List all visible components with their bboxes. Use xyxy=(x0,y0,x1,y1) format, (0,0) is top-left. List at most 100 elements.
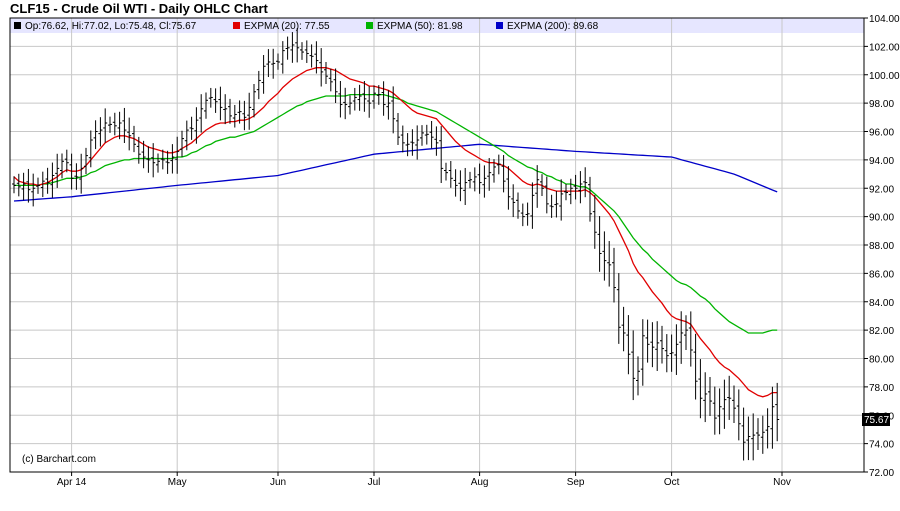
ohlc-bar xyxy=(583,167,588,198)
ohlc-bar xyxy=(381,81,386,116)
ohlc-bar xyxy=(357,84,362,111)
y-tick-label: 82.00 xyxy=(869,326,894,337)
ema50-series xyxy=(14,93,778,334)
ohlc-bar xyxy=(304,40,309,63)
y-tick-label: 90.00 xyxy=(869,213,894,224)
ohlc-bar xyxy=(69,153,74,190)
ohlc-bar xyxy=(568,178,573,205)
ohlc-bar xyxy=(607,241,612,287)
ohlc-bar xyxy=(506,166,511,210)
chart-title: CLF15 - Crude Oil WTI - Daily OHLC Chart xyxy=(10,1,268,16)
ohlc-bar xyxy=(319,48,324,87)
ohlc-bar xyxy=(684,315,688,350)
ohlc-bar xyxy=(362,80,367,112)
ohlc-bar xyxy=(621,306,626,352)
ohlc-bar xyxy=(588,176,592,222)
ohlc-bar xyxy=(64,149,69,173)
ohlc-bar xyxy=(314,41,319,74)
ohlc-bar xyxy=(597,216,602,272)
last-price-label: 75.67 xyxy=(864,415,889,426)
ohlc-bar xyxy=(127,117,132,151)
ohlc-bar xyxy=(463,167,468,205)
ohlc-bar xyxy=(708,376,712,416)
ohlc-bar xyxy=(112,112,117,136)
ohlc-bar xyxy=(146,146,151,173)
ohlc-bar xyxy=(477,163,482,194)
ema200-line xyxy=(13,143,778,202)
x-tick-label: Apr 14 xyxy=(57,477,87,488)
ohlc-bar xyxy=(741,407,746,461)
ohlc-bar xyxy=(232,104,237,128)
ohlc-bar xyxy=(79,153,84,194)
ohlc-bar xyxy=(213,88,218,113)
ohlc-bar xyxy=(496,154,501,175)
y-tick-label: 74.00 xyxy=(869,440,894,451)
ohlc-bar xyxy=(400,125,405,153)
ohlc-bar xyxy=(12,176,16,194)
ohlc-bar xyxy=(180,130,184,158)
x-tick-label: Sep xyxy=(567,477,585,488)
ohlc-bar xyxy=(55,153,60,188)
ohlc-bar xyxy=(60,153,64,179)
ohlc-bar xyxy=(328,68,333,92)
ohlc-bar xyxy=(266,49,271,78)
legend: Op:76.62, Hi:77.02, Lo:75.48, Cl:75.67 EX… xyxy=(14,21,599,32)
ohlc-bar xyxy=(717,388,722,435)
ohlc-bar xyxy=(468,171,472,189)
ohlc-bars xyxy=(12,28,780,461)
ohlc-bar xyxy=(760,415,765,454)
legend-band xyxy=(10,18,864,33)
ohlc-bar xyxy=(602,231,607,281)
ohlc-bar xyxy=(141,140,146,169)
legend-swatch xyxy=(233,22,240,29)
ohlc-bar xyxy=(544,176,549,214)
legend-label: EXPMA (200): 89.68 xyxy=(507,21,599,32)
ohlc-bar xyxy=(40,171,45,198)
ohlc-bar xyxy=(770,386,775,449)
ohlc-bar xyxy=(693,333,698,400)
legend-swatch xyxy=(366,22,373,29)
ohlc-bar xyxy=(228,98,232,124)
ohlc-bar xyxy=(746,416,751,461)
y-tick-label: 80.00 xyxy=(869,355,894,366)
ohlc-bar xyxy=(300,42,304,60)
ohlc-bar xyxy=(453,169,458,197)
ohlc-bar xyxy=(530,182,535,229)
ohlc-bar xyxy=(712,386,717,435)
ohlc-bar xyxy=(669,334,674,372)
ohlc-bar xyxy=(616,273,621,344)
ohlc-bar xyxy=(664,334,669,373)
ohlc-bar xyxy=(511,184,516,218)
ohlc-bar xyxy=(573,174,578,200)
y-tick-label: 96.00 xyxy=(869,128,894,139)
ohlc-bar xyxy=(160,149,165,170)
ohlc-bar xyxy=(132,125,136,153)
ohlc-bar xyxy=(88,130,93,168)
ohlc-bar xyxy=(410,129,415,156)
x-tick-label: Jul xyxy=(368,477,381,488)
ohlc-bar xyxy=(165,150,170,174)
ohlc-bar xyxy=(237,100,242,124)
ohlc-bar xyxy=(50,162,55,198)
axes: 72.0074.0076.0078.0080.0082.0084.0086.00… xyxy=(57,14,900,488)
watermark: (c) Barchart.com xyxy=(22,454,96,465)
ohlc-bar xyxy=(256,70,261,100)
ohlc-bar xyxy=(352,87,357,111)
ohlc-bar xyxy=(170,144,175,174)
ohlc-bar xyxy=(343,87,348,120)
y-tick-label: 92.00 xyxy=(869,184,894,195)
ohlc-bar xyxy=(122,107,127,143)
ohlc-bar xyxy=(45,167,50,194)
ohlc-bar xyxy=(117,111,122,140)
ohlc-bar xyxy=(36,177,40,194)
ohlc-bar xyxy=(261,55,266,94)
last-price-marker: 75.67 xyxy=(862,413,890,426)
y-tick-label: 104.00 xyxy=(869,14,900,25)
gridlines xyxy=(10,17,864,473)
ohlc-bar xyxy=(535,165,540,208)
ohlc-bar xyxy=(458,170,463,202)
ohlc-bar xyxy=(645,319,650,363)
ohlc-bar xyxy=(756,418,760,451)
ohlc-bar xyxy=(732,385,736,424)
ohlc-bar xyxy=(444,162,448,181)
